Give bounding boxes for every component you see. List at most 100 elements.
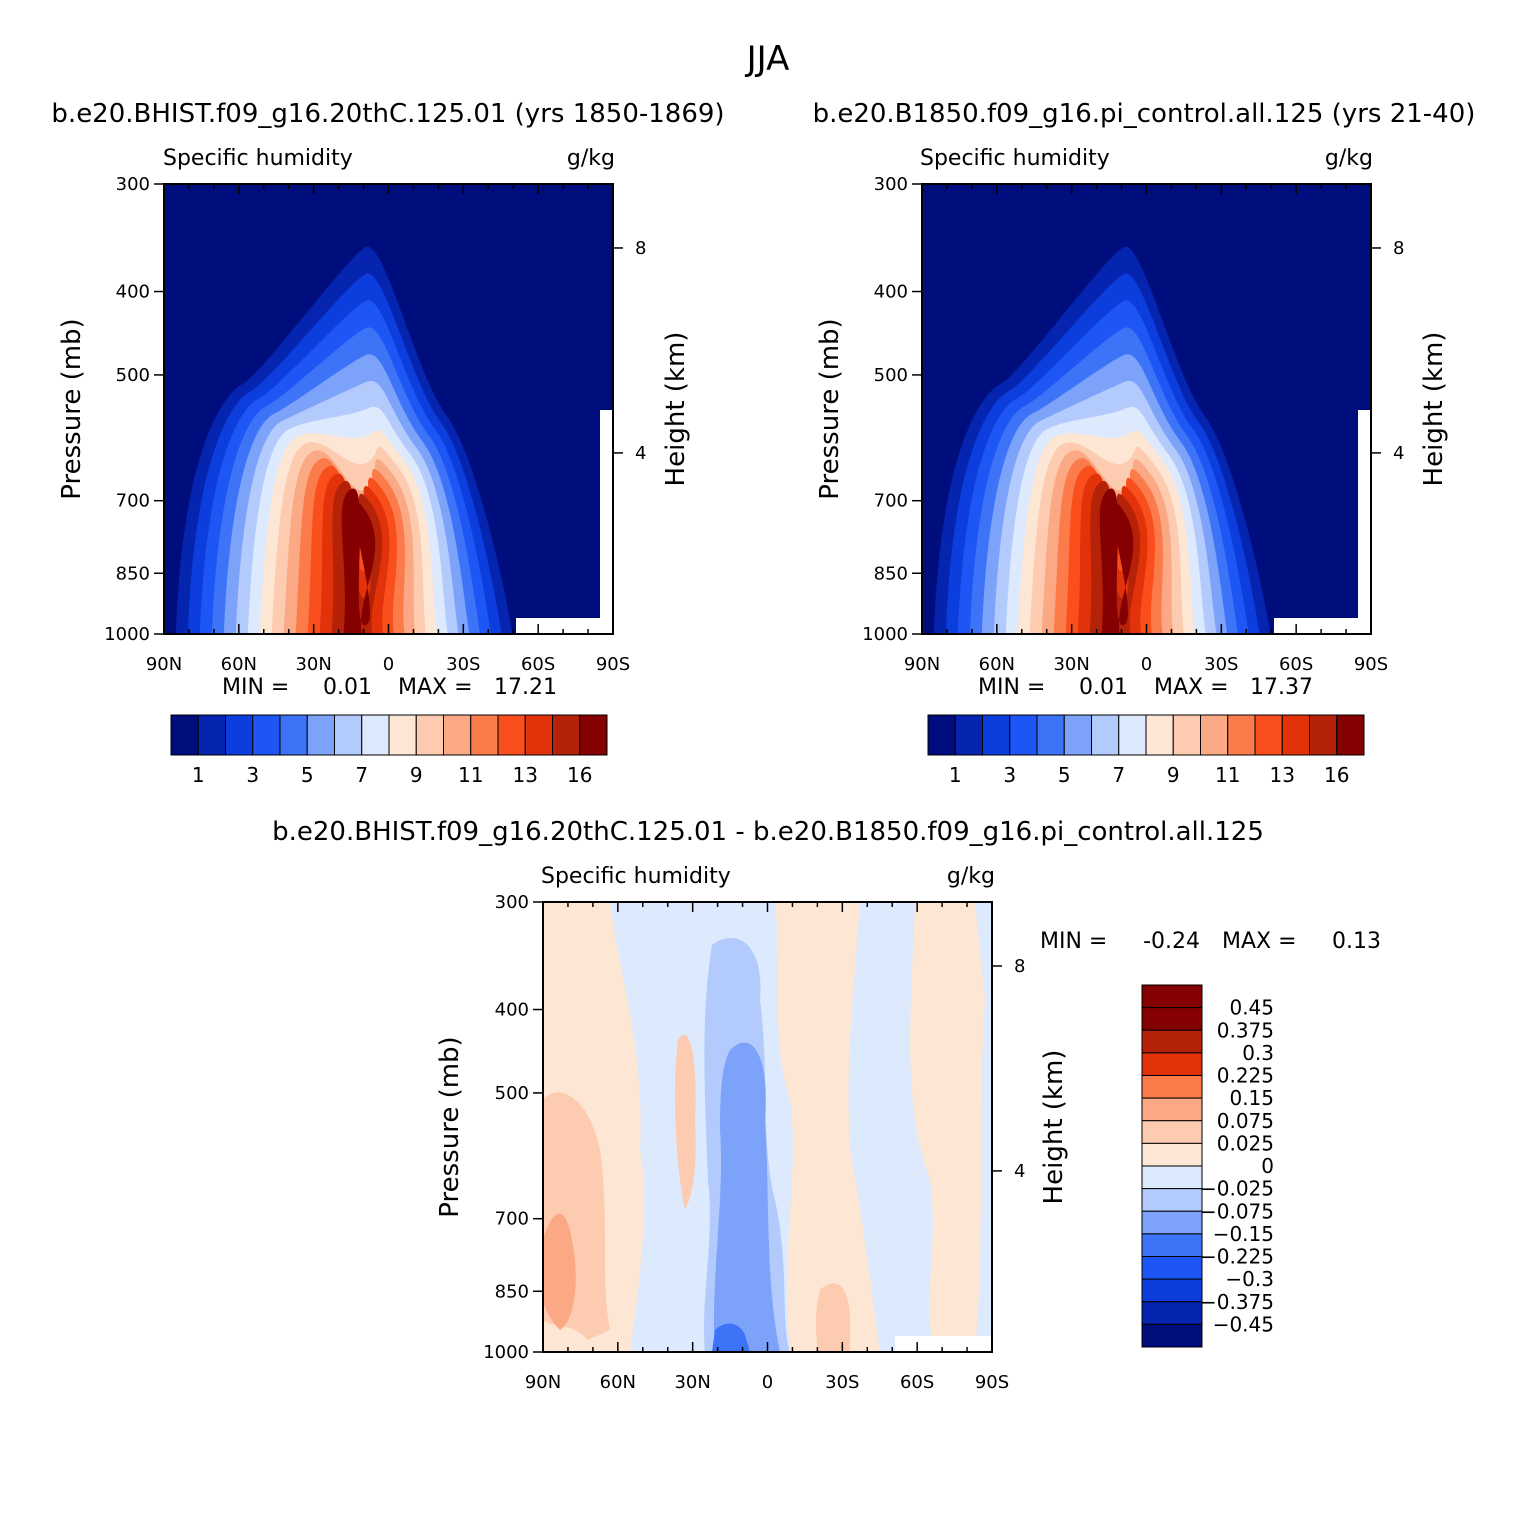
panel-2-units-label: g/kg <box>1325 146 1373 171</box>
panel-1-y-tick-label: 400 <box>116 282 150 303</box>
panel-1-colorbar-swatch <box>334 714 363 756</box>
panel-3-title: b.e20.BHIST.f09_g16.20thC.125.01 - b.e20… <box>272 817 1264 847</box>
panel-3-colorbar-swatch <box>1141 1278 1203 1303</box>
panel-1-colorbar-swatch <box>388 714 417 756</box>
panel-1-x-tick-label: 60N <box>221 654 257 675</box>
panel-1-y-tick-label: 850 <box>116 563 150 584</box>
panel-2-colorbar-label: 3 <box>1003 763 1016 787</box>
panel-3-colorbar-label: −0.15 <box>1213 1222 1274 1246</box>
panel-3-negative-band-polar <box>975 902 992 1352</box>
panel-3-colorbar-label: 0.075 <box>1217 1109 1274 1133</box>
panel-2-colorbar-label: 5 <box>1058 763 1071 787</box>
panel-3-y-tick-label: 400 <box>495 1000 529 1021</box>
panel-2-colorbar-label: 16 <box>1324 763 1349 787</box>
panel-3-y-tick-label: 1000 <box>483 1342 529 1363</box>
panel-2-missing-region <box>1274 618 1371 634</box>
panel-3-x-tick-label: 30N <box>674 1372 710 1393</box>
panel-1-x-tick-label: 0 <box>383 654 394 675</box>
panel-1-y-tick-label: 500 <box>116 365 150 386</box>
panel-3-negative-peak <box>712 1323 750 1352</box>
panel-1-colorbar-label: 3 <box>246 763 259 787</box>
panel-3-max-value: 0.13 <box>1332 929 1381 954</box>
panel-3-contour-field <box>543 902 992 1352</box>
panel-2: b.e20.B1850.f09_g16.pi_control.all.125 (… <box>813 99 1476 787</box>
panel-3-min-value: -0.24 <box>1143 929 1200 954</box>
panel-1-colorbar-label: 11 <box>458 763 483 787</box>
panel-2-y-tick-label: 500 <box>874 365 908 386</box>
panel-1-x-tick-label: 90N <box>146 654 182 675</box>
panel-1-right-tick-label: 8 <box>635 238 646 259</box>
figure-title: JJA <box>745 39 790 79</box>
panel-1-colorbar-swatch <box>497 714 526 756</box>
panel-3-colorbar-swatch <box>1141 1029 1203 1054</box>
panel-3-x-tick-label: 60S <box>900 1372 934 1393</box>
panel-3-positive-30n <box>674 1034 696 1210</box>
panel-3-colorbar-swatch <box>1141 1323 1203 1348</box>
panel-2-colorbar-label: 1 <box>949 763 962 787</box>
panel-2-missing-edge <box>1358 410 1371 634</box>
panel-1-colorbar-label: 9 <box>410 763 423 787</box>
panel-1: b.e20.BHIST.f09_g16.20thC.125.01 (yrs 18… <box>51 99 724 787</box>
panel-3-colorbar-label: −0.225 <box>1200 1245 1274 1269</box>
panel-2-min-label: MIN = <box>978 675 1045 700</box>
panel-3-colorbar-label: 0.225 <box>1217 1064 1274 1088</box>
panel-3-y-tick-label: 700 <box>495 1209 529 1230</box>
panel-2-y-tick-label: 400 <box>874 282 908 303</box>
panel-2-x-tick-label: 0 <box>1141 654 1152 675</box>
panel-2-x-tick-label: 30S <box>1204 654 1238 675</box>
panel-1-title: b.e20.BHIST.f09_g16.20thC.125.01 (yrs 18… <box>51 99 724 129</box>
panel-1-right-axis-label: Height (km) <box>661 332 691 487</box>
panel-3-right-axis-label: Height (km) <box>1039 1050 1069 1205</box>
panel-2-max-label: MAX = <box>1154 675 1229 700</box>
panel-2-colorbar-label: 13 <box>1270 763 1295 787</box>
panel-2-x-tick-label: 60N <box>979 654 1015 675</box>
panel-3-positive-south <box>815 1283 850 1352</box>
panel-3-colorbar-label: −0.375 <box>1200 1290 1274 1314</box>
panel-2-colorbar-label: 9 <box>1167 763 1180 787</box>
panel-3-colorbar-swatch <box>1141 1256 1203 1280</box>
panel-1-x-tick-label: 30S <box>446 654 480 675</box>
panel-3-colorbar-label: −0.45 <box>1213 1312 1274 1336</box>
panel-2-colorbar-swatch <box>1009 714 1038 756</box>
panel-1-y-tick-label: 300 <box>116 174 150 195</box>
panel-2-colorbar-swatch <box>1227 714 1256 756</box>
panel-1-units-label: g/kg <box>567 146 615 171</box>
panel-3-colorbar-swatch <box>1141 1052 1203 1076</box>
panel-1-colorbar-swatch <box>279 714 308 756</box>
panel-1-colorbar-label: 13 <box>513 763 538 787</box>
panel-3: b.e20.BHIST.f09_g16.20thC.125.01 - b.e20… <box>272 817 1381 1393</box>
panel-3-colorbar-swatch <box>1141 1188 1203 1212</box>
panel-1-right-tick-label: 4 <box>635 443 646 464</box>
panel-3-colorbar-swatch <box>1141 1165 1203 1190</box>
panel-3-colorbar-label: 0 <box>1261 1154 1274 1178</box>
panel-1-y-axis-label: Pressure (mb) <box>57 318 87 499</box>
panel-1-variable-label: Specific humidity <box>163 146 353 171</box>
panel-3-positive-north-core <box>543 1213 576 1330</box>
panel-2-colorbar-swatch <box>1336 714 1365 756</box>
panel-3-colorbar-swatch <box>1141 1007 1203 1031</box>
panel-1-max-label: MAX = <box>398 675 473 700</box>
panel-3-x-tick-label: 90S <box>975 1372 1009 1393</box>
panel-1-colorbar-label: 1 <box>192 763 205 787</box>
panel-1-missing-region <box>516 618 613 634</box>
panel-3-colorbar-label: 0.15 <box>1229 1086 1274 1110</box>
panel-1-colorbar-label: 16 <box>567 763 592 787</box>
panel-1-colorbar-swatch <box>415 714 444 756</box>
panel-2-colorbar-swatch <box>1309 714 1338 756</box>
panel-1-x-tick-label: 90S <box>596 654 630 675</box>
panel-2-right-axis-label: Height (km) <box>1419 332 1449 487</box>
panel-3-x-tick-label: 90N <box>525 1372 561 1393</box>
panel-3-colorbar-label: 0.375 <box>1217 1018 1274 1042</box>
panel-1-colorbar-swatch <box>170 714 199 756</box>
panel-2-colorbar-label: 11 <box>1215 763 1240 787</box>
panel-2-colorbar-swatch <box>1281 714 1310 756</box>
panel-2-colorbar-swatch <box>1254 714 1283 756</box>
panel-2-right-tick-label: 4 <box>1393 443 1404 464</box>
panel-1-colorbar-label: 7 <box>355 763 368 787</box>
panel-2-x-tick-label: 30N <box>1053 654 1089 675</box>
panel-3-x-tick-label: 0 <box>762 1372 773 1393</box>
panel-3-colorbar-label: −0.025 <box>1200 1177 1274 1201</box>
panel-2-colorbar-swatch <box>1172 714 1201 756</box>
panel-1-colorbar-swatch <box>524 714 553 756</box>
panel-2-colorbar-swatch <box>1200 714 1229 756</box>
